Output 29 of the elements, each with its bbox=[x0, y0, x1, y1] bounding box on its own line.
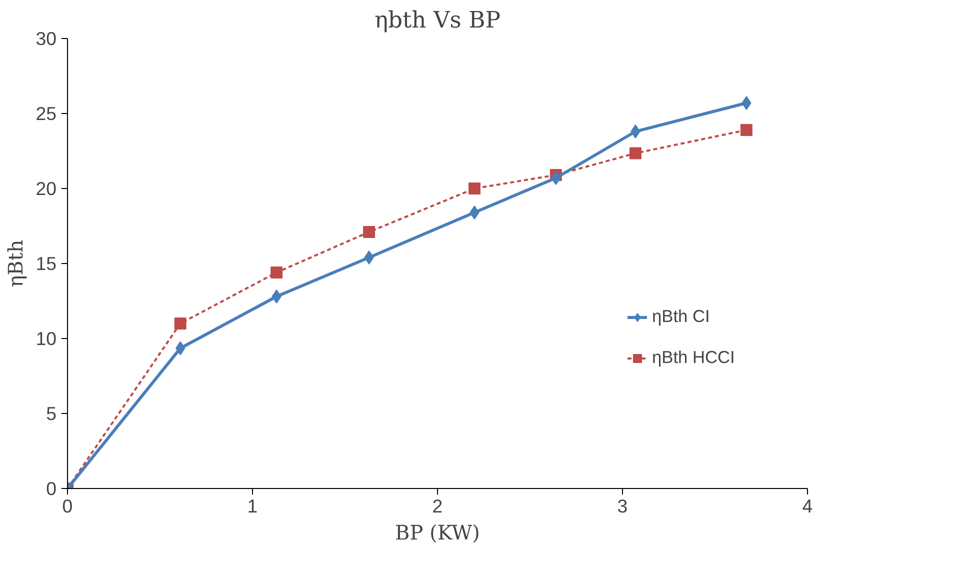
x-tick-label: 4 bbox=[802, 496, 813, 516]
y-tick-label: 0 bbox=[46, 478, 57, 499]
point bbox=[174, 318, 186, 330]
legend-label: ηBth HCCI bbox=[652, 347, 735, 368]
legend-label: ηBth CI bbox=[652, 306, 710, 327]
y-tick-label: 20 bbox=[36, 178, 57, 199]
point bbox=[551, 171, 561, 185]
point bbox=[740, 124, 752, 136]
y-tick-label: 15 bbox=[36, 253, 57, 274]
y-tick-label: 10 bbox=[36, 328, 57, 349]
point bbox=[363, 226, 376, 238]
point bbox=[630, 124, 640, 138]
y-tick-label: 30 bbox=[36, 28, 57, 49]
point bbox=[270, 266, 283, 278]
point bbox=[272, 290, 282, 304]
y-tick-label: 25 bbox=[36, 103, 57, 124]
x-tick-label: 0 bbox=[62, 496, 73, 516]
x-axis-title: BP (KW) bbox=[395, 520, 480, 544]
x-tick-label: 2 bbox=[432, 496, 443, 516]
chart-title: ηbth Vs BP bbox=[374, 8, 501, 34]
point bbox=[364, 250, 374, 264]
point bbox=[468, 182, 480, 194]
y-tick-label: 5 bbox=[46, 403, 57, 424]
point bbox=[470, 206, 480, 220]
y-axis-title: ηBth bbox=[4, 240, 28, 288]
x-tick-label: 3 bbox=[617, 496, 628, 516]
point bbox=[742, 96, 752, 110]
x-tick-label: 1 bbox=[247, 496, 258, 516]
point bbox=[629, 147, 642, 160]
